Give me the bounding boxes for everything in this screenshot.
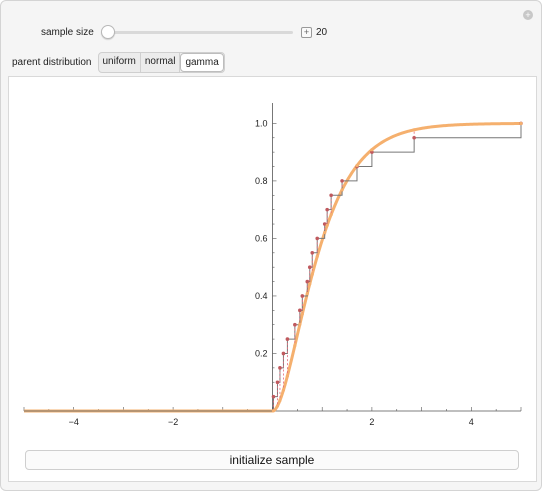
options-plus-icon[interactable]: + [523,10,533,20]
x-tick-label: −2 [168,417,178,427]
cdf-point [323,230,327,235]
cdf-point [315,254,319,259]
cdf-point [370,148,374,152]
y-tick-label: 0.2 [255,348,268,358]
cdf-point [355,164,359,168]
sample-point [293,322,297,327]
cdf-point [271,409,276,413]
sample-point [300,294,305,298]
cdf-point [275,404,280,408]
sample-size-row: sample size + 20 [41,25,327,39]
x-tick-label: −4 [69,417,79,427]
cdf-point [305,292,309,296]
cdf-point [308,282,312,286]
cdf-point [278,398,282,402]
parent-distribution-row: parent distribution uniform normal gamma [12,52,225,73]
distribution-uniform-button[interactable]: uniform [99,53,141,72]
y-tick-label: 0.6 [255,233,268,243]
distribution-selector: uniform normal gamma [97,52,225,73]
cdf-point [281,388,286,392]
sample-point [329,193,333,198]
sample-size-label: sample size [41,26,94,38]
sample-point [307,265,312,269]
cdf-point [340,188,344,192]
plus-icon[interactable]: + [301,26,312,38]
sample-point [322,222,327,226]
y-tick-label: 1.0 [255,118,268,128]
y-tick-label: 0.8 [255,176,268,186]
sample-point [370,150,374,154]
cdf-point [329,213,333,217]
cdf-point [519,121,523,126]
sample-point [315,236,320,241]
plot-area: −4 −2 2 4 0.2 0.4 0.6 0.8 1.0 [8,76,537,482]
sample-size-value: 20 [316,26,328,38]
sample-point [305,279,310,284]
x-tick-label: 2 [369,417,374,427]
cdf-point [298,322,302,327]
cdf-point [293,343,297,348]
y-tick-label: 0.4 [255,291,268,301]
sample-point [310,251,315,255]
distribution-normal-button[interactable]: normal [141,53,181,72]
sample-point [285,337,290,341]
cdf-point [310,272,314,276]
sample-point [412,135,416,140]
cdf-point [300,312,304,316]
sample-point [281,351,286,356]
sample-point [340,179,344,183]
slider-thumb[interactable] [101,25,115,39]
sample-point [325,207,329,212]
slider-track [101,31,293,34]
cdf-point [285,374,290,378]
sample-point [275,380,280,385]
cdf-point [412,128,416,132]
cdf-plot: −4 −2 2 4 0.2 0.4 0.6 0.8 1.0 [23,103,523,427]
x-tick-label: 4 [469,417,474,427]
sample-point [271,394,276,399]
distribution-gamma-button[interactable]: gamma [180,53,224,72]
sample-size-slider[interactable] [101,25,293,39]
cdf-point [325,223,329,227]
sample-point [278,366,282,370]
initialize-sample-button[interactable]: initialize sample [25,450,519,470]
parent-distribution-label: parent distribution [12,57,92,68]
sample-point [298,308,302,313]
